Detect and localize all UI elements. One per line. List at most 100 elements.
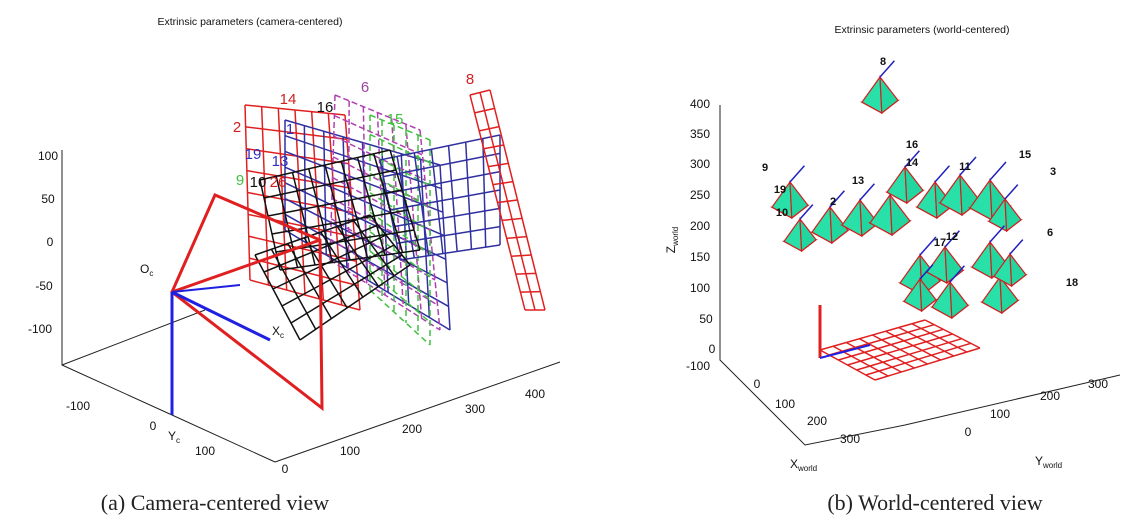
board-label: 26 — [270, 174, 287, 191]
panel-title: Extrinsic parameters (world-centered) — [834, 24, 1009, 36]
axis-label-main: Z — [664, 246, 678, 253]
axis-label: Zworld — [664, 227, 680, 253]
board-line — [271, 249, 315, 329]
board-label: 10 — [250, 174, 267, 191]
axis-label-main: X — [790, 457, 798, 471]
board-pyramid — [1005, 199, 1021, 231]
tick-label: -100 — [686, 359, 710, 373]
board-label: 13 — [272, 153, 289, 170]
tick-label: 100 — [38, 149, 58, 163]
board-axis — [990, 226, 1004, 242]
axis-label-main: O — [140, 262, 149, 276]
tick-label: -100 — [66, 399, 90, 413]
board-label: 19 — [245, 146, 262, 163]
board-label: 12 — [946, 231, 958, 243]
tick-label: 0 — [754, 377, 761, 391]
caption: (b) World-centered view — [827, 490, 1042, 515]
tick-label: 400 — [690, 97, 710, 111]
board-pyramid — [972, 242, 992, 278]
tick-label: 150 — [690, 250, 710, 264]
board-label: 2 — [233, 119, 241, 136]
tick-label: 0 — [965, 425, 972, 439]
board-axis — [935, 166, 949, 182]
axis-label-sub: world — [1042, 461, 1062, 470]
axis-label: Yworld — [1035, 454, 1062, 470]
tick-label: 100 — [690, 281, 710, 295]
board-pyramid — [880, 77, 898, 113]
board-line — [397, 227, 500, 244]
board-label: 18 — [1066, 277, 1078, 289]
board-axis — [1005, 185, 1018, 199]
decoration — [62, 61, 1120, 462]
caption: (a) Camera-centered view — [101, 490, 330, 515]
board-axis — [990, 162, 1006, 180]
axis-box — [275, 362, 560, 462]
tick-label: 400 — [525, 387, 545, 401]
board-axis — [790, 166, 804, 182]
board-label: 15 — [387, 111, 404, 128]
board-line — [502, 218, 522, 220]
axis-label-main: Y — [168, 429, 176, 443]
tick-label: 200 — [807, 414, 827, 428]
axis-label: Oc — [140, 262, 153, 278]
board-line — [516, 273, 536, 274]
board-label: 13 — [852, 175, 864, 187]
board-pyramid — [870, 195, 892, 235]
board-label: 8 — [466, 71, 474, 88]
board-pyramid — [862, 77, 882, 113]
board-label: 16 — [906, 139, 918, 151]
axis-label: Xworld — [790, 457, 817, 473]
board-pyramid — [784, 219, 802, 251]
board-label: 16 — [317, 99, 334, 116]
board-pyramid — [800, 219, 816, 251]
tick-label: 0 — [709, 342, 716, 356]
axis-label: Yc — [168, 429, 180, 445]
tick-label: 200 — [690, 219, 710, 233]
board-label: 11 — [959, 161, 971, 173]
board-label: 9 — [236, 172, 244, 189]
tick-label: -50 — [35, 279, 53, 293]
board-label: 17 — [934, 237, 946, 249]
tick-label: 0 — [282, 462, 289, 476]
board-label: 6 — [361, 79, 369, 96]
board-pyramid — [905, 167, 923, 203]
camera-axis — [172, 292, 270, 340]
tick-label: 50 — [41, 192, 55, 206]
axis-label: Xc — [272, 324, 284, 340]
panel-title: Extrinsic parameters (camera-centered) — [158, 16, 343, 28]
tick-label: 250 — [690, 188, 710, 202]
board-label: 14 — [280, 91, 297, 108]
board-label: 19 — [774, 184, 786, 196]
tick-label: 350 — [690, 127, 710, 141]
figure: Extrinsic parameters (camera-centered) E… — [0, 0, 1141, 525]
board-label: 8 — [880, 56, 886, 68]
board-line — [400, 245, 500, 260]
tick-label: 300 — [840, 432, 860, 446]
axis-label-sub: world — [797, 464, 817, 473]
axis-label-sub: c — [149, 269, 153, 278]
tick-label: 100 — [775, 397, 795, 411]
axis-label-main: X — [272, 324, 280, 338]
axis-box — [62, 310, 205, 365]
axis-label-sub: c — [176, 436, 180, 445]
tick-label: 300 — [690, 157, 710, 171]
tick-label: 100 — [340, 444, 360, 458]
axis-label-sub: c — [280, 331, 284, 340]
board-axis — [1010, 240, 1023, 254]
tick-label: -100 — [28, 322, 52, 336]
board-label: 9 — [762, 162, 768, 174]
board-line — [393, 208, 500, 226]
tick-label: 100 — [990, 407, 1010, 421]
tick-label: 0 — [150, 419, 157, 433]
tick-label: 100 — [195, 444, 215, 458]
board-label: 2 — [830, 196, 836, 208]
boards-right — [772, 61, 1026, 380]
board-pyramid — [1010, 254, 1026, 286]
board-label: 1 — [286, 121, 294, 138]
tick-label: 50 — [699, 312, 713, 326]
axis-label-sub: world — [671, 227, 680, 247]
board-label: 10 — [776, 207, 788, 219]
board-pyramid — [982, 277, 1002, 313]
board-pyramid — [950, 282, 968, 318]
board-label: 6 — [1047, 227, 1053, 239]
